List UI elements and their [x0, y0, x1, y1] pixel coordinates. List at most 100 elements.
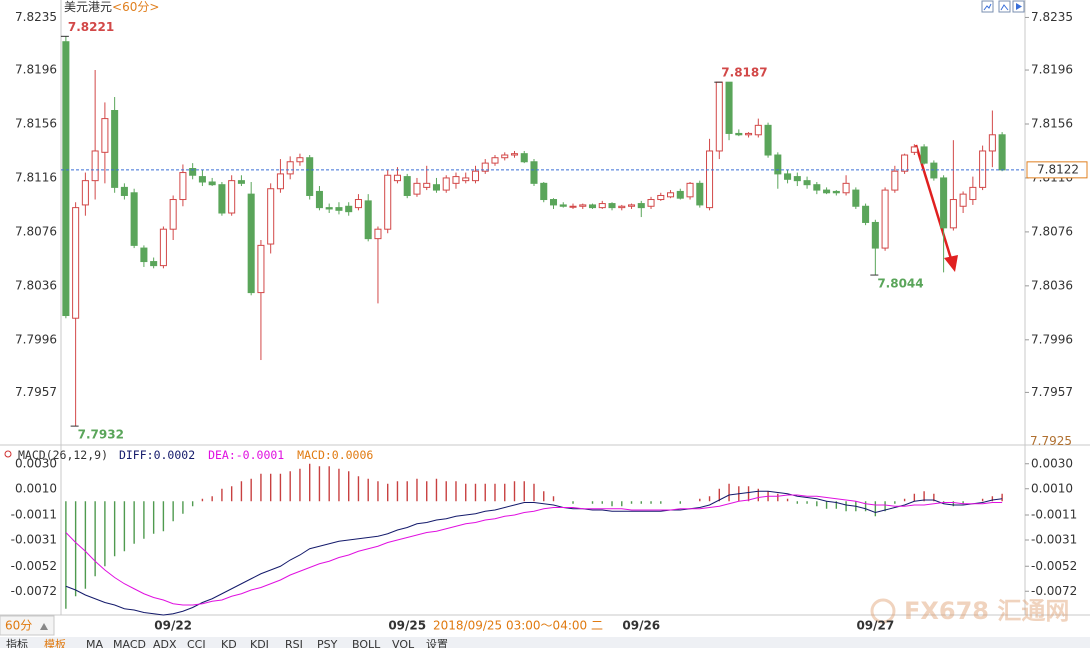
y-tick-label: 7.8036	[15, 278, 57, 292]
candle-body	[325, 207, 333, 210]
indicator-tab[interactable]: KDJ	[250, 638, 269, 648]
frame	[0, 0, 1090, 616]
candle-body	[315, 190, 323, 209]
y-tick-label: 7.8235	[1031, 10, 1073, 24]
watermark-logo	[870, 598, 896, 624]
indicator-tab[interactable]: CCI	[187, 638, 206, 648]
candle-body	[764, 124, 772, 156]
legend-entry: DIFF:0.0002	[119, 448, 195, 462]
candle-body	[374, 228, 382, 240]
y-tick-label: 7.7996	[15, 332, 57, 346]
candle-body	[364, 200, 372, 240]
toolbar-icons[interactable]	[981, 0, 1025, 13]
candle-body	[598, 203, 606, 209]
candle-body	[793, 176, 801, 182]
watermark: FX678 汇通网	[870, 597, 1069, 625]
candle-body	[930, 162, 938, 179]
indicator-tab[interactable]: VOL	[392, 638, 415, 648]
indicator-tab[interactable]: MA	[86, 638, 103, 648]
last-price-box	[1026, 161, 1088, 179]
candle-body	[881, 189, 889, 249]
indicator-tab[interactable]: MACD	[113, 638, 146, 648]
y-tick-label: 7.8116	[15, 170, 57, 184]
candle-body	[345, 205, 353, 213]
chart-title: 美元港元	[64, 0, 112, 14]
y-tick-label: 7.8076	[1031, 224, 1073, 238]
icon-glyph	[1000, 4, 1009, 11]
candle-body	[267, 188, 275, 245]
candle-body	[735, 132, 743, 136]
icon-button[interactable]	[998, 0, 1011, 13]
extreme-label: 7.8221	[68, 20, 114, 34]
macd-line	[65, 494, 1003, 606]
y-tick-label: 0.0010	[1031, 481, 1073, 495]
arrow-head	[944, 255, 958, 272]
candle-body	[423, 182, 431, 188]
period-button[interactable]	[0, 615, 55, 636]
candle-body	[969, 186, 977, 201]
x-tick-label: 09/22	[154, 619, 192, 633]
candle-body	[150, 261, 158, 267]
candle-body	[959, 193, 967, 207]
y-tick-label: 7.8196	[1031, 63, 1073, 77]
candle-body	[559, 204, 567, 207]
candle-body	[510, 153, 519, 156]
candle-body	[286, 161, 294, 175]
candle-body	[686, 182, 694, 198]
candle-body	[647, 199, 655, 207]
y-tick-label: 0.0030	[1031, 456, 1073, 470]
indicator-tab[interactable]: RSI	[285, 638, 303, 648]
candle-body	[745, 132, 753, 136]
indicator-tab[interactable]: BOLL	[352, 638, 381, 648]
indicator-tab[interactable]: KD	[221, 638, 237, 648]
candle-body	[608, 203, 616, 209]
candle-body	[862, 205, 870, 223]
trend-arrow	[914, 144, 958, 272]
x-tick-label: 09/26	[622, 619, 660, 633]
candle-body	[306, 157, 314, 196]
candle-body	[988, 134, 996, 152]
candle-body	[784, 173, 792, 180]
candles	[62, 36, 1006, 427]
candle-body	[754, 124, 762, 136]
candle-body	[715, 81, 723, 152]
candle-body	[530, 161, 538, 184]
macd-line	[65, 490, 1003, 616]
candle-body	[120, 186, 128, 196]
y-tick-label: -0.0011	[1031, 508, 1077, 522]
indicator-tab[interactable]: 设置	[426, 638, 448, 648]
icon-glyph	[1016, 3, 1022, 10]
indicator-tab[interactable]: ADX	[153, 638, 177, 648]
indicator-tab[interactable]: 模板	[44, 637, 66, 648]
candle-body	[432, 184, 440, 191]
candle-body	[813, 184, 821, 191]
candle-body	[452, 176, 460, 184]
candle-body	[803, 180, 811, 186]
candle-body	[871, 221, 879, 249]
indicator-tab[interactable]: 指标	[6, 637, 28, 648]
candle-body	[569, 205, 577, 208]
candle-body	[901, 154, 909, 172]
candle-body	[579, 204, 587, 207]
legend-entry: MACD:0.0006	[297, 448, 373, 462]
y-tick-label: -0.0011	[11, 508, 57, 522]
candle-body	[618, 205, 626, 209]
candle-body	[72, 207, 80, 319]
candle-body	[81, 180, 89, 206]
y-tick-label: 7.7957	[15, 385, 57, 399]
candle-body	[159, 228, 167, 267]
extreme-label: 7.8187	[721, 66, 767, 80]
candle-body	[823, 189, 831, 194]
indicator-tab[interactable]: PSY	[317, 638, 338, 648]
candle-body	[179, 172, 187, 201]
period-box[interactable]: 60分	[0, 615, 55, 636]
candle-body	[540, 182, 548, 201]
candle-body	[384, 174, 392, 230]
candle-body	[111, 110, 119, 188]
y-tick-label: -0.0052	[11, 559, 57, 573]
candle-body	[218, 184, 226, 214]
y-tick-label: 0.0010	[15, 481, 57, 495]
y-tick-label: 7.7996	[1031, 332, 1073, 346]
y-tick-label: -0.0072	[11, 584, 57, 598]
